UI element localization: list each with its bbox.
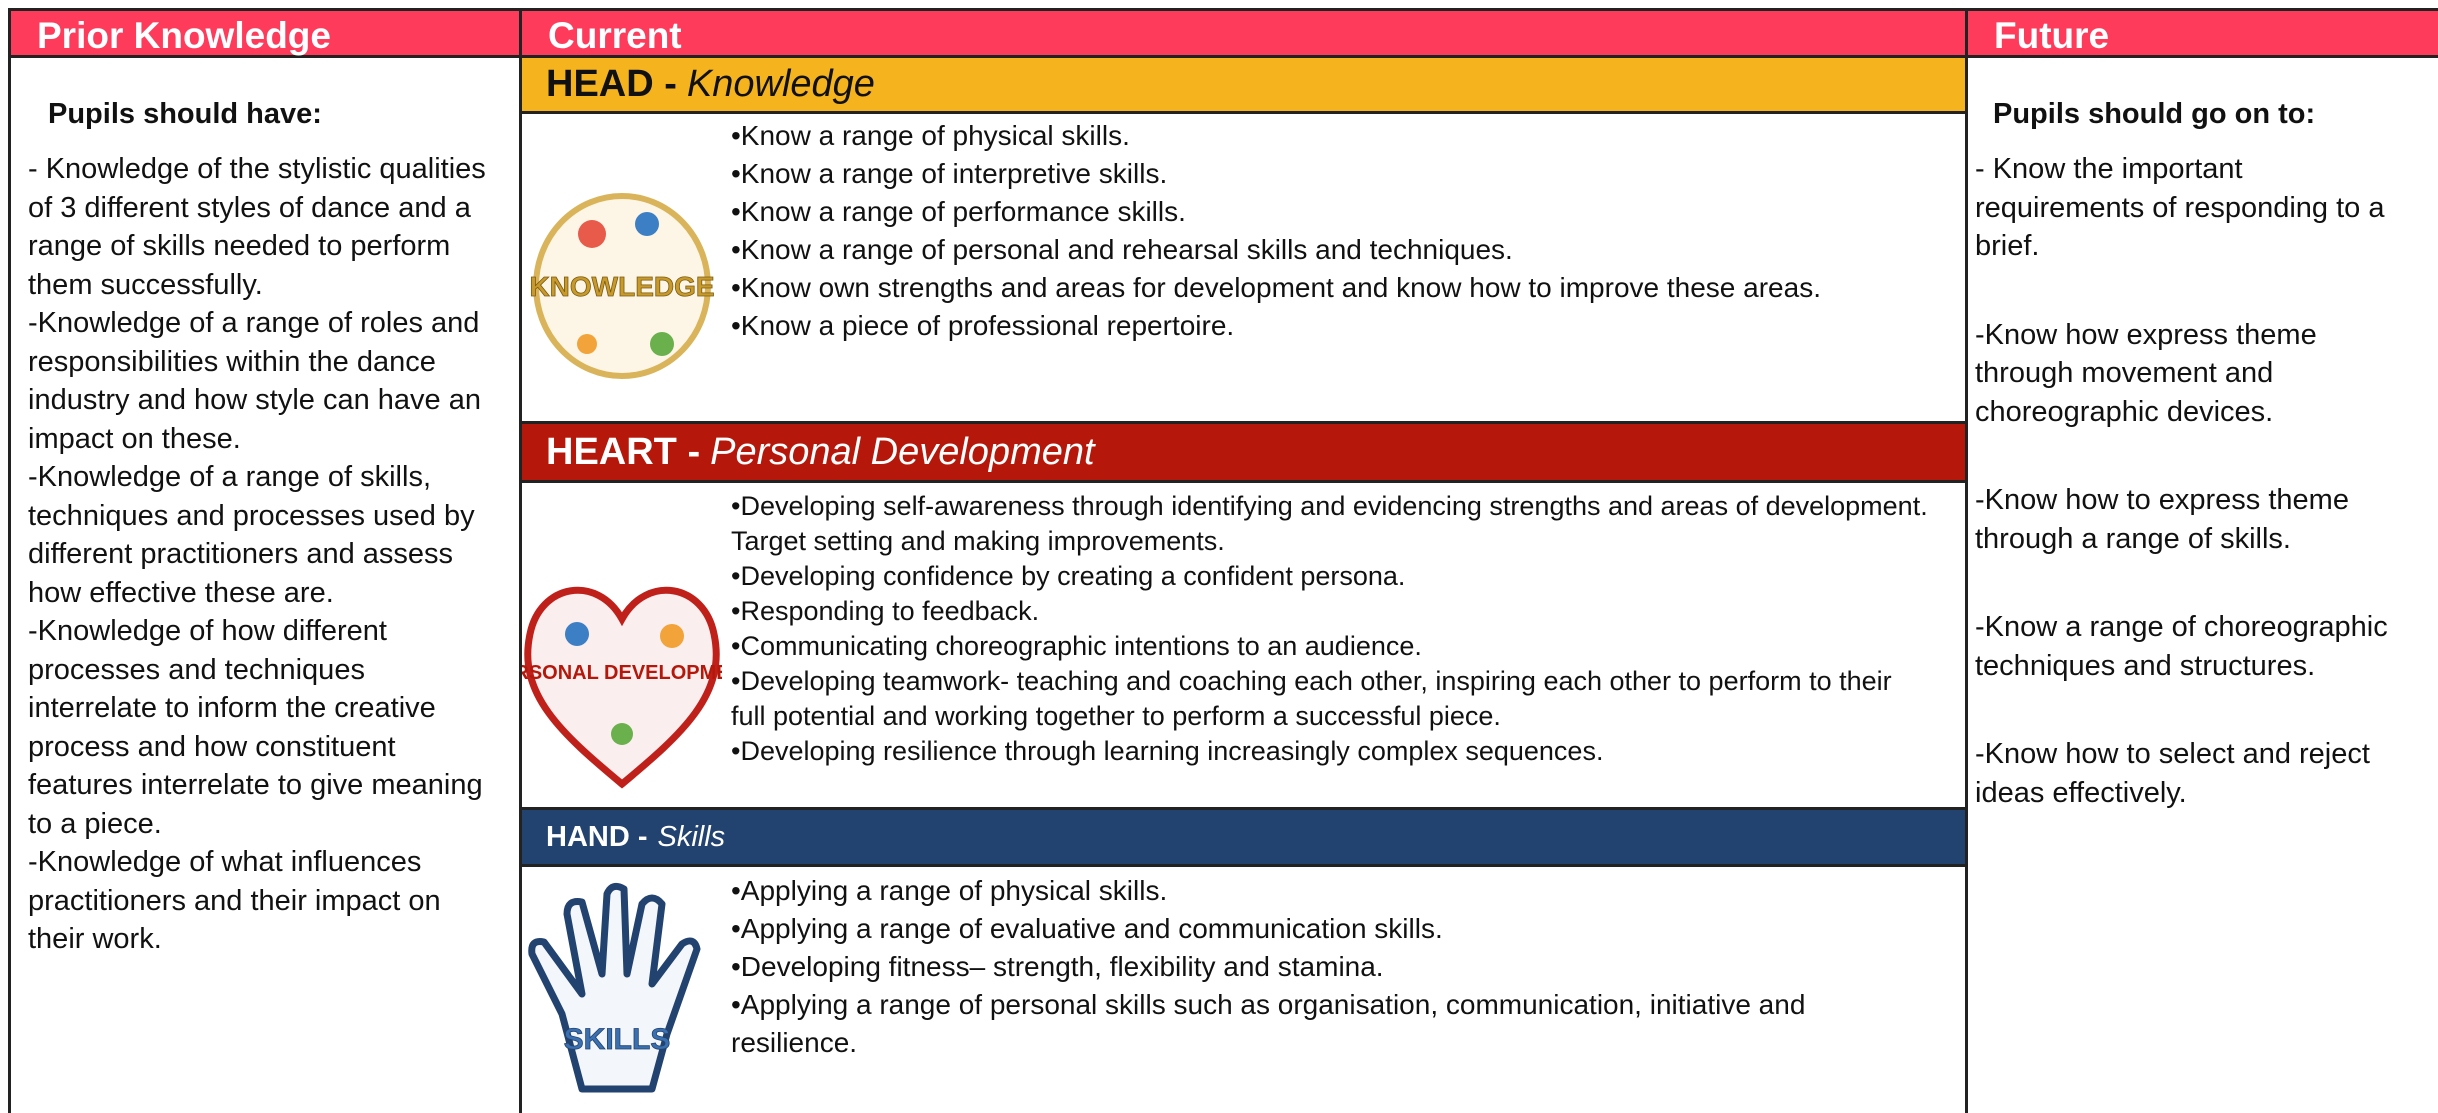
list: - Know the important requirements of res… (1975, 150, 2415, 812)
list-item: -Know how express theme through movement… (1975, 318, 2317, 428)
list: •Know a range of physical skills. •Know a… (731, 117, 1956, 345)
section-title: HEAD - (546, 63, 677, 105)
list-item: •Know a range of performance skills. (731, 196, 1186, 227)
list: - Knowledge of the stylistic qualities o… (28, 150, 498, 959)
list-item: •Applying a range of physical skills. (731, 875, 1168, 906)
icon-label: KNOWLEDGE (529, 271, 714, 302)
list-item: •Know a range of interpretive skills. (731, 158, 1168, 189)
heart-icon (524, 586, 720, 789)
list-item: •Communicating choreographic intentions … (731, 631, 1422, 661)
hand-icon (528, 882, 701, 1093)
list: •Developing self-awareness through ident… (731, 489, 1931, 769)
section-title: HAND - (546, 820, 648, 853)
divider (519, 8, 522, 1113)
list-item: -Knowledge of what influences practition… (28, 846, 441, 955)
list-item: •Know own strengths and areas for develo… (731, 272, 1821, 303)
section-subtitle: Skills (657, 820, 726, 853)
list-item: •Applying a range of evaluative and comm… (731, 913, 1443, 944)
section-subtitle: Personal Development (710, 430, 1095, 473)
list-item: •Know a range of personal and rehearsal … (731, 234, 1513, 265)
icons: KNOWLEDGE PERSONAL DEVELOPMENT SKILLS (522, 193, 722, 1093)
knowledge-icon (533, 193, 711, 379)
list-item: -Knowledge of a range of roles and respo… (28, 307, 481, 455)
column-header: Current (519, 8, 1968, 58)
list-item: •Developing resilience through learning … (731, 736, 1604, 766)
list-item: - Know the important requirements of res… (1975, 153, 2385, 262)
list-item: -Knowledge of a range of skills, techniq… (28, 461, 475, 609)
list-item: -Know how to express theme through a ran… (1975, 484, 2349, 555)
heading: Pupils should go on to: (1993, 98, 2316, 130)
icon-label: PERSONAL DEVELOPMENT (522, 662, 722, 684)
section-bar: HEART - Personal Development (519, 421, 1968, 483)
column-header: Prior Knowledge (8, 8, 522, 58)
list-item: •Applying a range of personal skills suc… (731, 989, 1806, 1058)
list-item: •Developing fitness– strength, flexibili… (731, 951, 1384, 982)
list-item: •Know a range of physical skills. (731, 120, 1130, 151)
divider (1965, 8, 1968, 1113)
list-item: •Know a piece of professional repertoire… (731, 310, 1235, 341)
list-item: •Developing self-awareness through ident… (731, 491, 1928, 556)
list-item: -Know a range of choreographic technique… (1975, 611, 2388, 682)
section-title: HEART - (546, 430, 701, 473)
list-item: •Developing teamwork- teaching and coach… (731, 666, 1892, 731)
list-item: •Responding to feedback. (731, 596, 1040, 626)
icon-label: SKILLS (564, 1023, 671, 1056)
section-bar: HEAD - Knowledge (519, 55, 1968, 114)
list-item: •Developing confidence by creating a con… (731, 561, 1406, 591)
list-item: - Knowledge of the stylistic qualities o… (28, 153, 486, 301)
column-header: Future (1965, 8, 2438, 58)
section-subtitle: Knowledge (686, 63, 875, 105)
list-item: -Knowledge of how different processes an… (28, 615, 483, 840)
section-bar: HAND - Skills (519, 807, 1968, 867)
list-item: -Know how to select and reject ideas eff… (1975, 738, 2370, 809)
heading: Pupils should have: (48, 98, 322, 130)
list: •Applying a range of physical skills. •Ap… (731, 872, 1911, 1062)
